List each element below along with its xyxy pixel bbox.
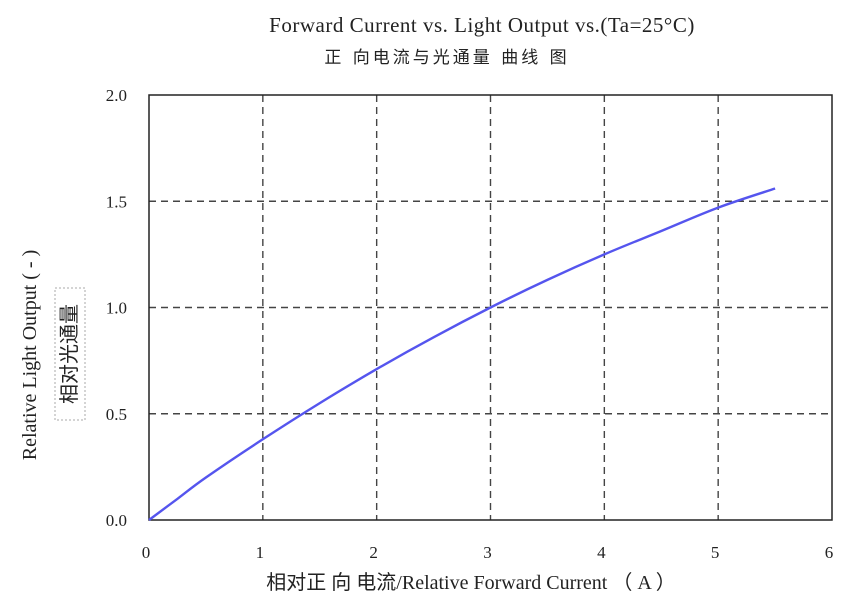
- plot-frame: [148, 94, 833, 521]
- x-tick-label: 1: [256, 543, 265, 562]
- chart-subtitle: 正 向电流与光通量 曲线 图: [324, 48, 569, 68]
- y-tick-label: 1.5: [106, 192, 127, 211]
- x-axis-label: 相对正 向 电流/Relative Forward Current （ A ）: [266, 571, 675, 594]
- y-axis-label: Relative Light Output ( - ): [19, 250, 41, 461]
- tick-labels: 0 1 2 3 4 5 6 0.0 0.5 1.0 1.5 2.0: [106, 86, 834, 562]
- x-tick-label: 4: [597, 543, 606, 562]
- x-tick-label: 3: [483, 543, 492, 562]
- series-line: [148, 187, 776, 521]
- y-axis-label-cn-box: [54, 287, 86, 421]
- x-tick-label: 6: [825, 543, 834, 562]
- y-tick-label: 0.0: [106, 511, 127, 530]
- y-tick-label: 1.0: [106, 299, 127, 318]
- x-tick-label: 0: [142, 543, 151, 562]
- x-tick-label: 2: [369, 543, 378, 562]
- x-tick-label: 5: [711, 543, 720, 562]
- y-tick-label: 2.0: [106, 86, 127, 105]
- y-tick-label: 0.5: [106, 405, 127, 424]
- chart-title: Forward Current vs. Light Output vs.(Ta=…: [269, 13, 695, 37]
- y-axis-label-cn: 相对光通量: [57, 304, 81, 404]
